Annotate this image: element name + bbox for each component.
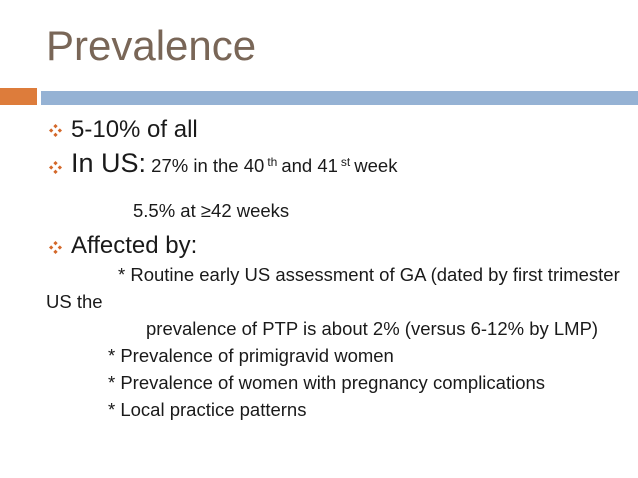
slide-title: Prevalence: [46, 22, 257, 69]
us-stats-lead: In US:: [71, 148, 147, 178]
detail-routine-us-line2: US the: [46, 291, 103, 312]
accent-bar-orange: [0, 88, 37, 105]
diamond-bullet-icon: [49, 124, 62, 137]
bullet-item-prevalence-rate: 5-10% of all: [71, 116, 198, 143]
ordinal-th: th: [267, 154, 278, 169]
bullet-item-affected-by: Affected by:: [71, 232, 198, 259]
diamond-bullet-icon: [49, 161, 62, 174]
sub-line-42-weeks: 5.5% at ≥42 weeks: [133, 200, 290, 221]
ordinal-st: st: [340, 154, 351, 169]
detail-ptp-prevalence: prevalence of PTP is about 2% (versus 6-…: [146, 318, 599, 339]
us-stats-seg1: 27% in the 40: [146, 155, 265, 176]
us-stats-seg3: week: [354, 155, 398, 176]
detail-local-practice: * Local practice patterns: [108, 399, 307, 420]
us-stats-seg2: and 41: [281, 155, 338, 176]
accent-bar-blue: [41, 91, 638, 105]
detail-primigravid: * Prevalence of primigravid women: [108, 345, 394, 366]
detail-pregnancy-complications: * Prevalence of women with pregnancy com…: [108, 372, 546, 393]
diamond-bullet-icon: [49, 241, 62, 254]
detail-routine-us-line1: * Routine early US assessment of GA (dat…: [118, 264, 620, 285]
